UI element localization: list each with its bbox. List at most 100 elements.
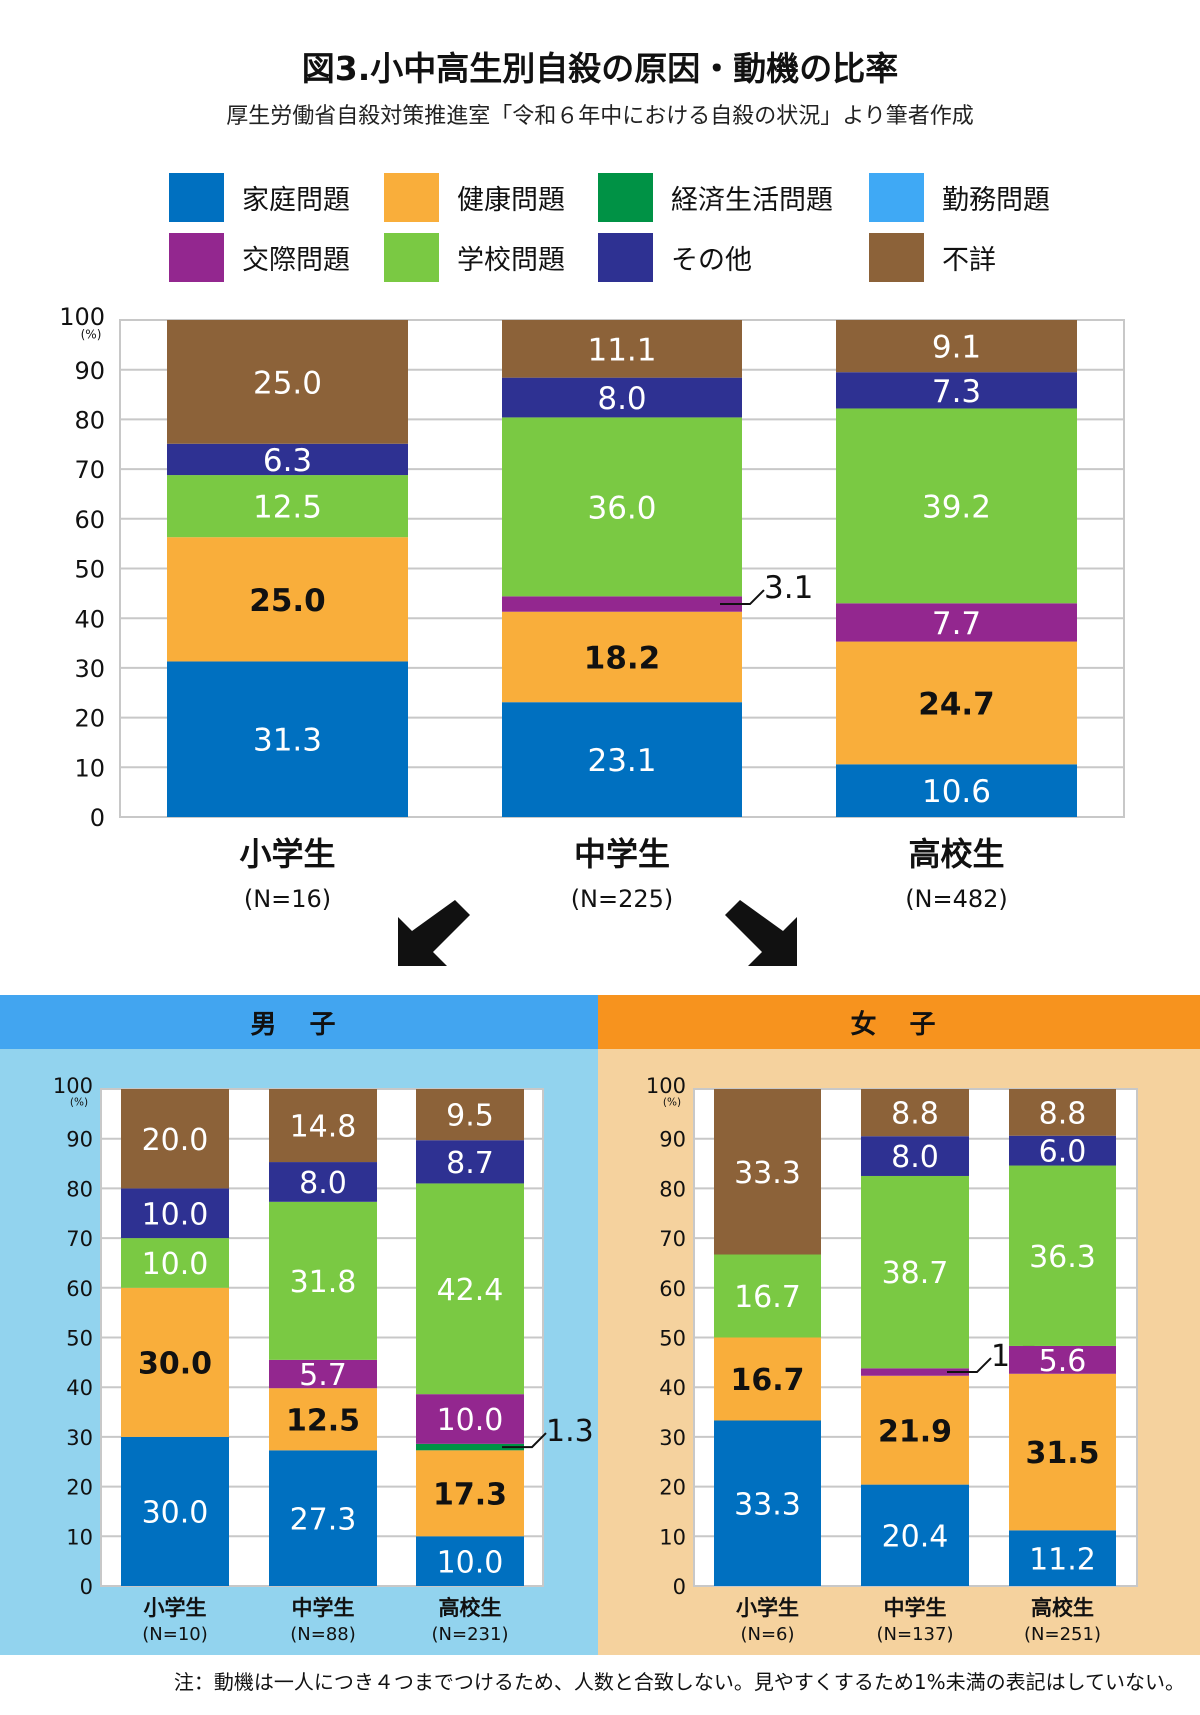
y-tick-label: 90 — [66, 1128, 93, 1152]
data-label: 9.1 — [932, 330, 981, 366]
data-label: 7.7 — [932, 606, 981, 642]
data-label: 10.0 — [437, 1545, 504, 1580]
y-tick-label: 70 — [66, 1227, 93, 1251]
arrow-down-right-icon — [725, 900, 797, 966]
bar-segment — [502, 417, 742, 597]
legend-item: 学校問題 — [384, 232, 565, 282]
data-label: 36.3 — [1029, 1240, 1096, 1275]
bar-segment — [1009, 1530, 1116, 1586]
data-label: 25.0 — [253, 365, 322, 401]
data-label: 33.3 — [734, 1487, 801, 1522]
data-label: 31.3 — [253, 723, 322, 759]
bar-segment — [1009, 1089, 1116, 1136]
legend-swatch — [869, 232, 924, 282]
bar-segment — [861, 1375, 969, 1485]
bar-segment — [502, 596, 742, 612]
data-label: 38.7 — [882, 1256, 949, 1291]
chart-title: 図3.小中高生別自殺の原因・動機の比率 — [301, 49, 899, 88]
category-label: 中学生 — [574, 835, 670, 873]
data-label: 12.5 — [253, 490, 322, 526]
legend-item: 家庭問題 — [169, 172, 350, 222]
data-label: 6.0 — [1039, 1135, 1087, 1170]
legend-swatch — [169, 232, 224, 282]
y-tick-label: 60 — [66, 1277, 93, 1301]
y-unit-label: (%) — [70, 1097, 88, 1109]
y-tick-label: 50 — [66, 1326, 93, 1350]
bar-segment — [121, 1436, 229, 1586]
y-tick-label: 40 — [74, 605, 105, 633]
y-tick-label: 100 — [53, 1074, 93, 1098]
bar-segment — [269, 1450, 377, 1586]
bar-segment — [121, 1188, 229, 1239]
data-label: 9.5 — [446, 1099, 494, 1134]
data-label: 31.5 — [1025, 1436, 1099, 1471]
data-label: 39.2 — [922, 489, 991, 525]
data-label: 20.0 — [142, 1123, 209, 1158]
data-label: 5.7 — [299, 1358, 347, 1393]
footnote: 注：動機は一人につき４つまでつけるため、人数と合致しない。見やすくするため1%未… — [173, 1670, 1185, 1694]
y-tick-label: 10 — [659, 1525, 686, 1549]
bar-segment — [1009, 1373, 1116, 1531]
bar-segment — [121, 1287, 229, 1437]
bar-segment — [167, 661, 408, 817]
y-tick-label: 30 — [66, 1426, 93, 1450]
y-tick-label: 10 — [66, 1525, 93, 1549]
sample-size-label: (N=231) — [432, 1624, 509, 1645]
y-tick-label: 40 — [659, 1376, 686, 1400]
legend-swatch — [384, 232, 439, 282]
data-label: 23.1 — [587, 743, 656, 779]
bar-segment — [861, 1368, 969, 1376]
bar-segment — [416, 1443, 524, 1451]
legend-item: 健康問題 — [384, 172, 565, 222]
legend-label: 経済生活問題 — [671, 184, 833, 216]
bar-segment — [502, 702, 742, 817]
bar-segment — [121, 1089, 229, 1189]
bar-segment — [167, 475, 408, 538]
data-label: 11.2 — [1029, 1542, 1096, 1577]
data-label: 30.0 — [142, 1496, 209, 1531]
legend-swatch — [869, 172, 924, 222]
category-label: 小学生 — [736, 1596, 799, 1620]
bar-segment — [269, 1089, 377, 1163]
data-label: 5.6 — [1039, 1344, 1087, 1379]
data-label: 8.8 — [1039, 1096, 1087, 1131]
data-label: 17.3 — [433, 1477, 507, 1512]
bar-segment — [416, 1536, 524, 1586]
y-unit-label: (%) — [81, 327, 102, 341]
legend-item: 勤務問題 — [869, 172, 1050, 222]
bar-segment — [714, 1337, 821, 1421]
female-panel-header: 女 子 — [598, 995, 1200, 1049]
data-label: 10.0 — [437, 1403, 504, 1438]
bar-segment — [714, 1254, 821, 1338]
legend-label: その他 — [671, 244, 752, 276]
y-tick-label: 0 — [80, 1575, 93, 1599]
y-tick-label: 70 — [659, 1227, 686, 1251]
y-tick-label: 10 — [74, 754, 105, 782]
bar-segment — [1009, 1345, 1116, 1374]
bar-segment — [416, 1450, 524, 1537]
y-tick-label: 30 — [74, 655, 105, 683]
data-label: 42.4 — [437, 1273, 504, 1308]
sample-size-label: (N=137) — [877, 1624, 954, 1645]
bar-segment — [416, 1140, 524, 1184]
legend-swatch — [384, 172, 439, 222]
y-tick-label: 50 — [659, 1326, 686, 1350]
data-label: 16.7 — [730, 1363, 804, 1398]
data-label: 8.0 — [597, 381, 646, 417]
bar-segment — [269, 1162, 377, 1202]
bar-segment — [861, 1136, 969, 1176]
y-tick-label: 60 — [74, 506, 105, 534]
data-label: 24.7 — [918, 686, 995, 722]
data-label: 8.0 — [891, 1140, 939, 1175]
category-label: 小学生 — [239, 835, 335, 873]
data-label: 7.3 — [932, 374, 981, 410]
bar-segment — [836, 603, 1077, 642]
callout-leader — [720, 589, 765, 606]
y-tick-label: 60 — [659, 1277, 686, 1301]
sample-size-label: (N=16) — [244, 885, 331, 913]
sample-size-label: (N=251) — [1024, 1624, 1101, 1645]
data-label: 14.8 — [290, 1110, 357, 1145]
data-label: 1.3 — [546, 1414, 594, 1449]
legend-label: 健康問題 — [457, 184, 565, 216]
